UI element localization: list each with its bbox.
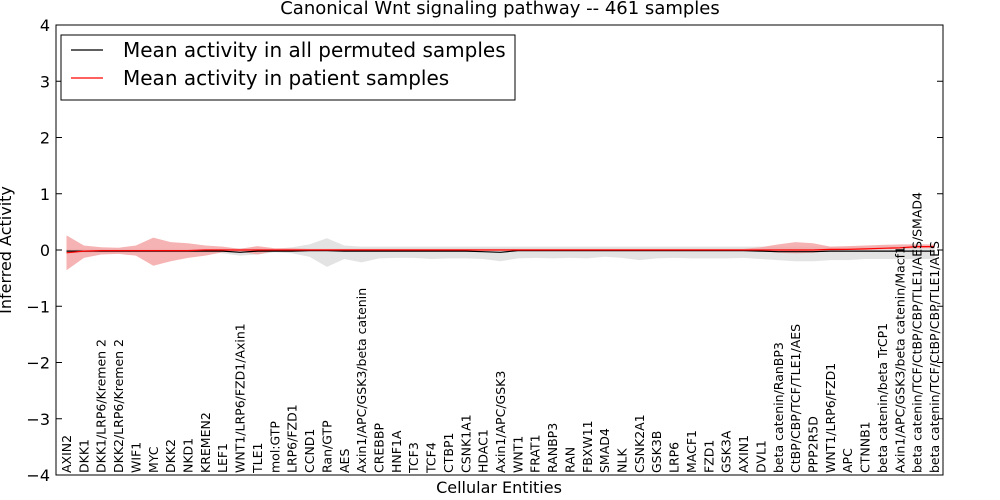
patient-activity-band: [66, 235, 935, 271]
x-tick-label: GSK3B: [649, 431, 664, 473]
y-tick-label: 4: [40, 16, 50, 35]
x-tick-label: KREMEN2: [198, 412, 213, 473]
x-tick-label: APC: [840, 448, 855, 473]
x-tick-label: NLK: [615, 448, 630, 473]
x-tick-label: DKK2: [163, 439, 178, 473]
x-tick-label: WNT1/LRP6/FZD1: [823, 363, 838, 473]
x-tick-label: LRP6: [667, 442, 682, 473]
x-tick-label: beta catenin/beta TrCP1: [875, 323, 890, 473]
x-tick-label: SMAD4: [597, 428, 612, 473]
patient-mean-line: [66, 246, 935, 254]
x-tick-label: Ran/GTP: [319, 420, 334, 473]
x-tick-label: CtBP/CBP/TCF/TLE1/AES: [788, 324, 803, 473]
x-tick-label: LRP6/FZD1: [285, 404, 300, 473]
legend: Mean activity in all permuted samples Me…: [60, 34, 516, 101]
x-tick-label: LEF1: [215, 443, 230, 473]
x-tick-label: RANBP3: [545, 423, 560, 473]
x-tick-label: FRAT1: [528, 434, 543, 473]
x-tick-label: beta catenin/RanBP3: [771, 342, 786, 473]
x-tick-label: DKK1: [76, 439, 91, 473]
x-tick-label: FBXW11: [580, 420, 595, 473]
x-tick-label: beta catenin/TCF/CtBP/CBP/TLE1/AES/SMAD4: [910, 192, 925, 473]
x-tick-label: DKK1/LRP6/Kremen 2: [94, 339, 109, 473]
legend-label-patient: Mean activity in patient samples: [123, 66, 449, 90]
x-tick-label: CTNNB1: [858, 421, 873, 473]
x-tick-label: PPP2R5D: [806, 416, 821, 473]
x-tick-label: FZD1: [701, 440, 716, 473]
x-tick-label: HNF1A: [389, 430, 404, 473]
y-axis-ticks: −4 −3 −2 −1 0 1 2 3 4: [26, 16, 943, 485]
y-tick-label: −3: [26, 410, 50, 429]
x-tick-label: WNT1/LRP6/FZD1/Axin1: [233, 323, 248, 473]
x-tick-label: Axin1/APC/GSK3/beta catenin: [354, 288, 369, 473]
x-tick-label: GSK3A: [719, 430, 734, 473]
x-tick-label: RAN: [562, 447, 577, 473]
x-tick-label: AXIN1: [736, 435, 751, 473]
x-tick-label: HDAC1: [476, 429, 491, 473]
x-tick-label: DVL1: [753, 440, 768, 473]
x-tick-label: CTBP1: [441, 433, 456, 473]
y-tick-label: 2: [40, 129, 50, 148]
x-tick-label: beta catenin/TCF/CtBP/CBP/TLE1/AES: [927, 241, 942, 473]
x-tick-label: WIF1: [128, 442, 143, 473]
x-tick-label: NKD1: [181, 438, 196, 473]
y-tick-label: −2: [26, 354, 50, 373]
x-tick-label: TCF3: [406, 442, 421, 474]
x-tick-label: CSNK1A1: [458, 414, 473, 473]
x-tick-label: CREBBP: [372, 423, 387, 473]
y-tick-label: −4: [26, 466, 50, 485]
x-tick-label: TLE1: [250, 443, 265, 474]
x-tick-label: DKK2/LRP6/Kremen 2: [111, 339, 126, 473]
x-tick-label: TCF4: [424, 442, 439, 474]
plot-frame: [55, 24, 944, 476]
x-tick-label: MYC: [146, 446, 161, 473]
series-lines: [66, 246, 935, 254]
x-tick-label: CSNK2A1: [632, 414, 647, 473]
x-tick-label: Axin1/APC/GSK3: [493, 371, 508, 473]
x-tick-label: AXIN2: [59, 435, 74, 473]
x-tick-label: WNT1: [510, 436, 525, 473]
x-axis-label: Cellular Entities: [436, 478, 562, 497]
y-tick-label: −1: [26, 297, 50, 316]
y-tick-label: 0: [40, 241, 50, 260]
x-tick-label: AES: [337, 449, 352, 473]
x-tick-label: CCND1: [302, 429, 317, 473]
legend-label-permuted: Mean activity in all permuted samples: [123, 38, 506, 62]
y-tick-label: 1: [40, 185, 50, 204]
permuted-mean-line: [66, 250, 935, 253]
y-tick-label: 3: [40, 72, 50, 91]
y-axis-label: Inferred Activity: [0, 186, 15, 314]
x-tick-label: mol:GTP: [267, 421, 282, 473]
chart-title: Canonical Wnt signaling pathway -- 461 s…: [280, 0, 720, 19]
x-tick-labels: AXIN2 DKK1 DKK1/LRP6/Kremen 2 DKK2/LRP6/Kre…: [59, 192, 942, 474]
x-tick-label: MACF1: [684, 430, 699, 473]
x-tick-label: Axin1/APC/GSK3/beta catenin/Macf1: [892, 246, 907, 473]
legend-box: [60, 34, 516, 101]
